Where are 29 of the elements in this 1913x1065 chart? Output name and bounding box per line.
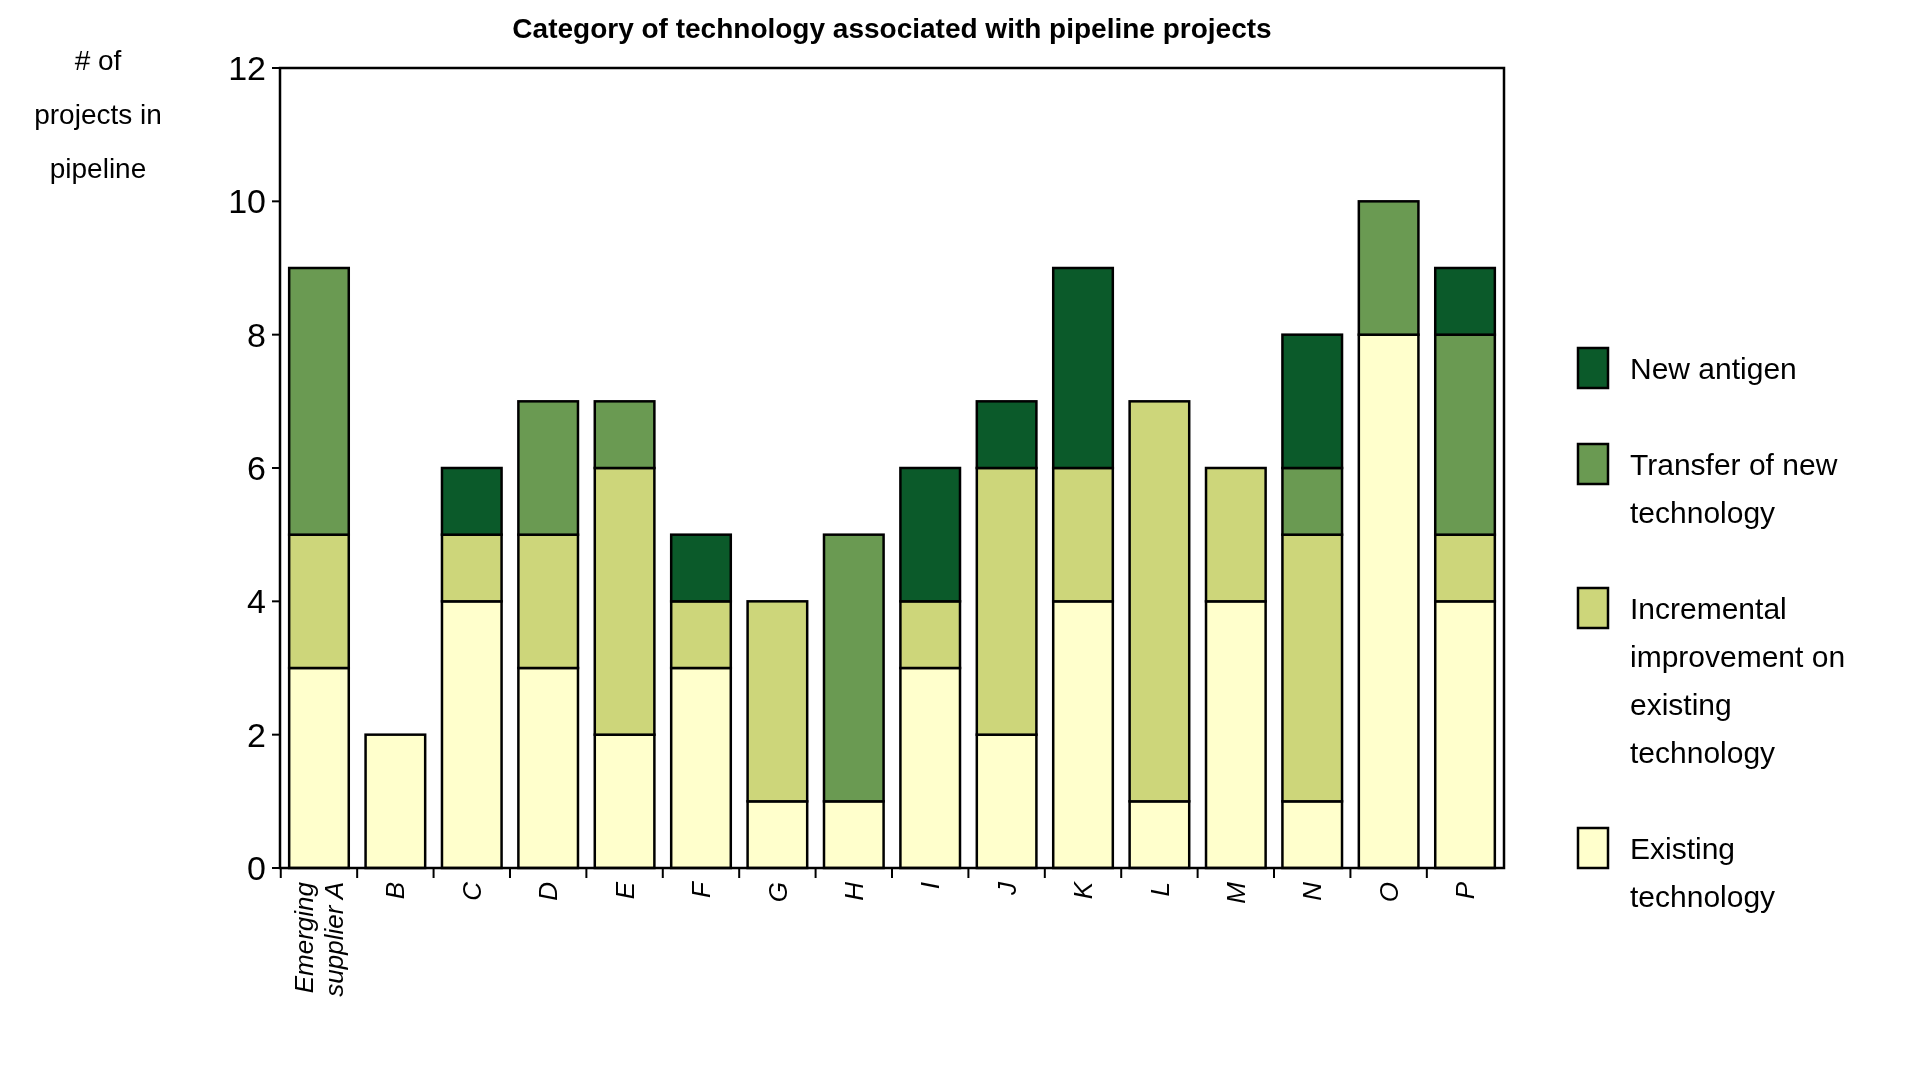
- x-tick-label: F: [686, 879, 717, 898]
- y-tick-label: 6: [247, 448, 266, 487]
- legend-label: Existing technology: [1630, 831, 1776, 913]
- y-tick-label: 2: [247, 715, 266, 754]
- legend-label: Transfer of new technology: [1630, 447, 1838, 529]
- x-tick-label: O: [1373, 882, 1404, 903]
- y-axis-title: # of projects in pipeline: [34, 45, 162, 184]
- x-tick-label: E: [609, 881, 640, 900]
- x-tick-label: M: [1220, 881, 1251, 904]
- x-tick-label: H: [838, 881, 869, 901]
- x-tick-label: B: [380, 882, 411, 900]
- x-tick-label: Emerging supplier A: [289, 881, 350, 997]
- y-tick-label: 4: [247, 582, 266, 621]
- x-tick-label: J: [991, 881, 1022, 896]
- x-tick-label: C: [456, 881, 487, 901]
- legend-label: Incremental improvement on existing technology: [1630, 591, 1846, 769]
- y-tick-label: 8: [247, 315, 266, 354]
- x-tick-label: I: [915, 882, 946, 890]
- x-tick-label: L: [1144, 882, 1175, 897]
- x-tick-label: P: [1450, 881, 1481, 900]
- legend-label: New antigen: [1630, 351, 1797, 385]
- x-tick-label: K: [1068, 880, 1099, 900]
- y-tick-label: 0: [247, 848, 266, 887]
- x-tick-label: D: [533, 882, 564, 901]
- x-tick-label: N: [1297, 881, 1328, 901]
- chart-title: Category of technology associated with pipeline projects: [512, 13, 1272, 44]
- y-tick-label: 12: [228, 48, 266, 87]
- y-tick-label: 10: [228, 182, 266, 221]
- x-tick-label: G: [762, 882, 793, 903]
